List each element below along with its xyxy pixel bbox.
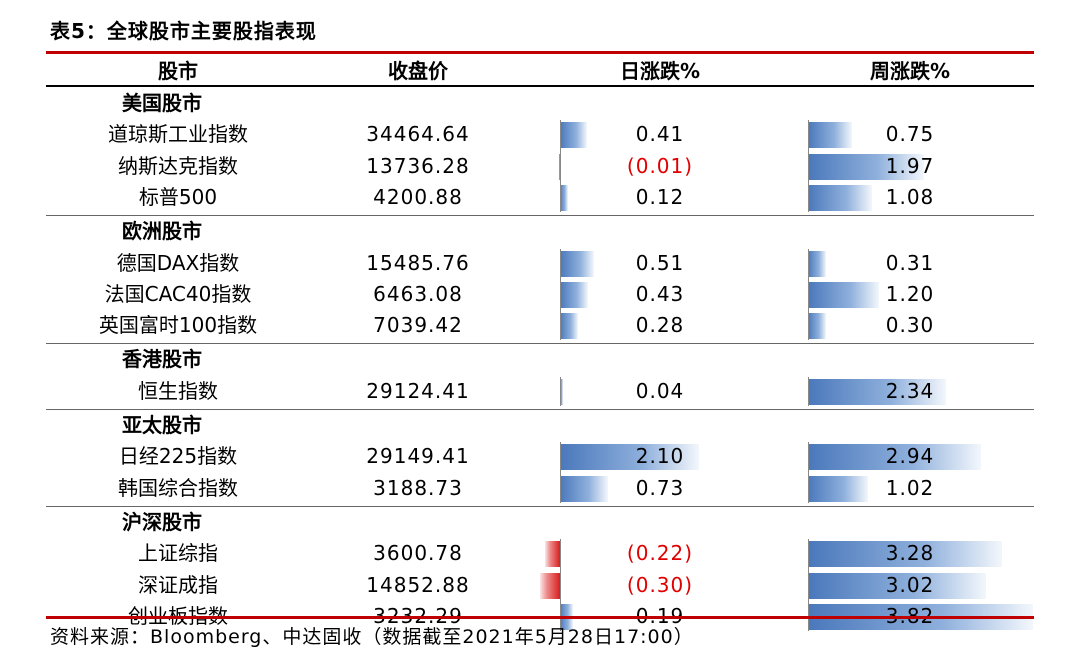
close-price: 3232.29 (318, 601, 518, 631)
close-price: 6463.08 (373, 281, 463, 306)
weekly-change-value: 0.31 (885, 250, 935, 275)
source-note: 资料来源：Bloomberg、中达固收（数据截至2021年5月28日17:00） (50, 626, 694, 648)
weekly-change-bar (808, 313, 826, 340)
index-name: 道琼斯工业指数 (108, 122, 248, 147)
daily-change-value: 0.41 (635, 122, 685, 147)
index-name: 标普500 (138, 184, 218, 209)
index-name: 上证综指 (138, 541, 218, 566)
close-price: 34464.64 (366, 122, 470, 147)
close-price: 7039.42 (373, 313, 463, 338)
daily-change-value: 0.28 (635, 313, 685, 338)
weekly-change-value: 3.28 (885, 541, 935, 566)
weekly-axis-line (808, 248, 809, 341)
index-name: 创业板指数 (58, 601, 298, 631)
group-label: 香港股市 (122, 347, 202, 372)
daily-change-value: (0.30) (626, 572, 694, 597)
close-price: 29124.41 (366, 378, 470, 403)
group-separator (46, 409, 1034, 410)
daily-axis-line (560, 248, 561, 341)
close-price: 4200.88 (373, 184, 463, 209)
weekly-change-value: 0.75 (885, 122, 935, 147)
close-price: 13736.28 (366, 153, 470, 178)
group-label: 亚太股市 (122, 413, 202, 437)
weekly-axis-line (808, 120, 809, 213)
daily-change-bar (560, 250, 594, 277)
daily-change-bar (560, 475, 609, 502)
weekly-change-bar (808, 250, 827, 277)
daily-change-bar (560, 444, 699, 471)
weekly-change-value: 3.82 (808, 601, 1012, 631)
daily-change-value: 0.19 (560, 601, 760, 631)
header-market: 股市 (158, 59, 198, 83)
weekly-change-bar (808, 475, 869, 502)
weekly-change-bar (808, 572, 987, 599)
top-red-rule (46, 51, 1034, 54)
weekly-change-value: 1.02 (885, 475, 935, 500)
daily-axis-line (560, 120, 561, 213)
daily-change-bar (560, 122, 588, 149)
daily-change-value: 2.10 (635, 444, 685, 469)
close-price: 3600.78 (373, 541, 463, 566)
weekly-axis-line (808, 442, 809, 503)
header-close: 收盘价 (388, 59, 448, 83)
index-name: 日经225指数 (118, 444, 238, 469)
daily-change-value: (0.22) (626, 541, 694, 566)
header-bottom-rule (46, 85, 1034, 87)
daily-axis-line (560, 442, 561, 503)
close-price: 14852.88 (366, 572, 470, 597)
group-label: 沪深股市 (122, 509, 202, 534)
weekly-change-value: 1.08 (885, 184, 935, 209)
close-price: 15485.76 (366, 250, 470, 275)
weekly-change-value: 3.02 (885, 572, 935, 597)
weekly-change-value: 1.97 (885, 153, 935, 178)
group-label: 欧洲股市 (122, 219, 202, 244)
index-name: 德国DAX指数 (116, 250, 240, 275)
group-separator (46, 215, 1034, 217)
index-name: 韩国综合指数 (118, 475, 238, 500)
bottom-red-rule (46, 616, 1034, 619)
weekly-change-bar (808, 122, 853, 149)
index-name: 法国CAC40指数 (104, 281, 252, 306)
daily-change-value: 0.43 (635, 281, 685, 306)
header-daily-change: 日涨跌% (619, 59, 701, 83)
daily-axis-line (560, 539, 561, 632)
index-name: 英国富时100指数 (98, 313, 258, 338)
table-title: 表5：全球股市主要股指表现 (50, 19, 317, 43)
weekly-change-bar (808, 444, 982, 471)
daily-axis-line (560, 376, 561, 406)
daily-change-value: 0.51 (635, 250, 685, 275)
index-name: 纳斯达克指数 (118, 153, 238, 178)
weekly-axis-line (808, 376, 809, 406)
daily-change-value: (0.01) (626, 153, 694, 178)
group-separator (46, 343, 1034, 345)
weekly-change-value: 2.34 (885, 378, 935, 403)
header-weekly-change: 周涨跌% (869, 59, 951, 83)
weekly-change-bar (808, 281, 879, 308)
daily-change-value: 0.04 (635, 378, 685, 403)
close-price: 29149.41 (366, 444, 470, 469)
index-name: 恒生指数 (138, 378, 218, 403)
daily-change-bar (545, 541, 560, 568)
weekly-change-value: 1.20 (885, 281, 935, 306)
weekly-change-bar (808, 153, 925, 180)
group-separator (46, 505, 1034, 507)
weekly-axis-line (808, 539, 809, 632)
weekly-change-bar (808, 541, 1002, 568)
weekly-change-bar (808, 378, 947, 405)
close-price: 3188.73 (373, 475, 463, 500)
daily-change-bar (560, 313, 579, 340)
weekly-change-value: 0.30 (885, 313, 935, 338)
weekly-change-bar (808, 184, 872, 211)
daily-change-bar (558, 153, 560, 180)
index-name: 深证成指 (138, 572, 218, 597)
daily-change-value: 0.73 (635, 475, 685, 500)
group-label: 美国股市 (122, 91, 202, 115)
daily-change-bar (540, 572, 560, 599)
daily-change-bar (560, 281, 589, 308)
weekly-change-value: 2.94 (885, 444, 935, 469)
daily-change-value: 0.12 (635, 184, 685, 209)
daily-change-bar (560, 378, 563, 405)
daily-change-bar (560, 184, 568, 211)
